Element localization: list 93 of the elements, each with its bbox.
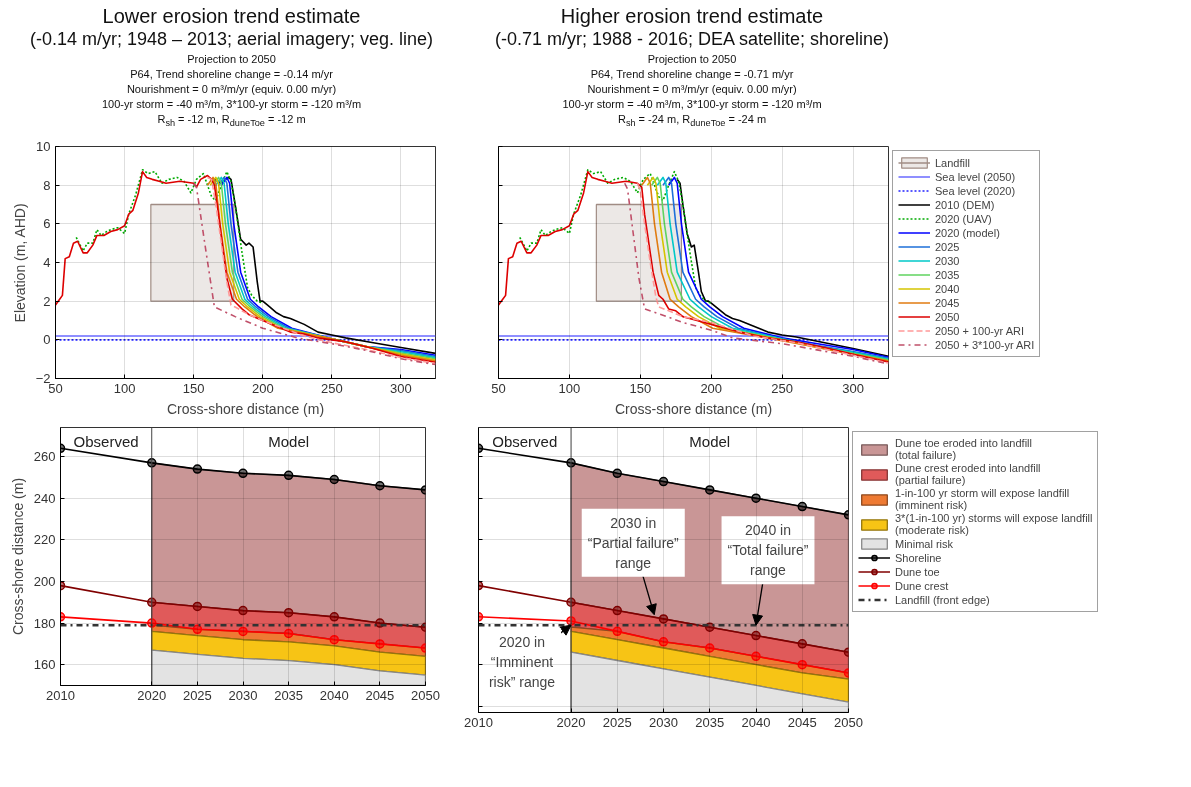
x-tick-label: 100 — [113, 380, 136, 396]
legend-label: 2020 (model) — [935, 226, 1000, 239]
text: 100-yr storm = -40 m³/m, 3*100-yr storm = -120 m³/m — [100, 97, 363, 112]
legend-label: Sea level (2020) — [935, 184, 1016, 197]
x-tick-label: 2020 — [556, 714, 586, 730]
legend-label: Landfill (front edge) — [895, 593, 990, 606]
x-tick-label: 2020 — [137, 687, 167, 703]
legend-label: 2020 (UAV) — [935, 212, 992, 225]
line-series — [55, 170, 436, 364]
annotation: 2030 in “Partial failure” range — [587, 514, 680, 571]
x-tick-label: 2010 — [464, 714, 493, 730]
x-tick-label: 300 — [390, 380, 412, 396]
line-series — [75, 168, 264, 304]
annotation: 2040 in “Total failure” range — [727, 522, 809, 579]
x-tick-label: 2040 — [319, 687, 349, 703]
chart-subtitle: (-0.71 m/yr; 1988 - 2016; DEA satellite; shoreline) — [493, 28, 891, 50]
y-tick-label: 180 — [33, 615, 56, 631]
x-tick-label: 2050 — [834, 714, 863, 730]
x-tick-label: 50 — [491, 380, 506, 396]
annotation: Model — [689, 433, 731, 450]
y-tick-label: 0 — [43, 332, 51, 348]
x-tick-label: 50 — [48, 380, 63, 396]
x-tick-label: 2030 — [649, 714, 678, 730]
legend-label: 3*(1-in-100 yr) storms will expose landfill (moderate risk) — [895, 512, 1093, 536]
legend-label: Shoreline — [895, 551, 942, 564]
legend-label: Minimal risk — [895, 537, 954, 550]
x-tick-label: 2045 — [365, 687, 395, 703]
legend-label: Dune crest — [895, 579, 949, 592]
x-tick-label: 150 — [629, 380, 652, 396]
y-tick-label: 2 — [43, 293, 51, 309]
chart-title: Lower erosion trend estimate — [101, 5, 362, 28]
legend-label: Dune toe eroded into landfill (total failure) — [895, 437, 1032, 461]
y-tick-label: 160 — [33, 657, 56, 673]
annotation: 2020 in “Imminent risk” range — [488, 634, 556, 691]
x-tick-label: 200 — [251, 380, 274, 396]
x-tick-label: 250 — [771, 380, 793, 396]
y-axis-title: Cross-shore distance (m) — [9, 477, 26, 636]
x-tick-label: 2025 — [602, 714, 632, 730]
y-axis-title: Elevation (m, AHD) — [11, 203, 28, 323]
x-tick-label: 250 — [321, 380, 343, 396]
legend-label: 2050 — [935, 310, 960, 323]
x-tick-label: 200 — [700, 380, 723, 396]
chart-subtitle: (-0.14 m/yr; 1948 – 2013; aerial imagery; veg. line) — [28, 28, 435, 50]
legend-label: Dune crest eroded into landfill (partial failure) — [895, 462, 1041, 486]
y-tick-label: 10 — [36, 139, 51, 154]
legend-label: 2045 — [935, 296, 960, 309]
x-tick-label: 300 — [842, 380, 864, 396]
text: R$_{sh}$ = -12 m, R$_{duneToe}$ = -12 m — [156, 112, 307, 131]
annotation: Model — [268, 433, 310, 450]
x-axis-title: Cross-shore distance (m) — [614, 400, 773, 417]
annotation: Observed — [73, 433, 139, 450]
y-tick-label: 260 — [33, 449, 56, 465]
text: Projection to 2050 — [186, 52, 277, 67]
x-axis-title: Cross-shore distance (m) — [166, 400, 325, 417]
legend-label: 2030 — [935, 254, 960, 267]
y-tick-label: 4 — [43, 255, 51, 270]
y-tick-label: 6 — [43, 216, 51, 232]
x-tick-label: 150 — [182, 380, 205, 396]
x-tick-label: 2010 — [46, 687, 75, 703]
text: P64, Trend shoreline change = -0.71 m/yr — [589, 67, 795, 82]
legend-label: 2040 — [935, 282, 960, 295]
legend-label: 2050 + 100-yr ARI — [935, 324, 1024, 337]
text: Nourishment = 0 m³/m/yr (equiv. 0.00 m/yr) — [586, 82, 798, 97]
x-tick-label: 2045 — [787, 714, 817, 730]
x-tick-label: 2035 — [695, 714, 725, 730]
point — [238, 626, 248, 637]
x-tick-label: 2025 — [182, 687, 212, 703]
y-tick-label: 220 — [33, 532, 56, 548]
x-tick-label: 2035 — [274, 687, 304, 703]
y-tick-label: 8 — [43, 177, 51, 193]
chart-title: Higher erosion trend estimate — [559, 5, 825, 28]
text: Nourishment = 0 m³/m/yr (equiv. 0.00 m/yr) — [125, 82, 338, 97]
legend-label: 2010 (DEM) — [935, 198, 995, 211]
y-tick-label: 240 — [33, 490, 56, 506]
legend-label: 2035 — [935, 268, 960, 281]
legend-label: Dune toe — [895, 565, 940, 578]
x-tick-label: 2050 — [411, 687, 440, 703]
point — [375, 639, 385, 649]
point — [238, 605, 248, 616]
legend-label: 2050 + 3*100-yr ARI — [935, 338, 1035, 351]
text: Projection to 2050 — [646, 52, 738, 67]
legend-label: Landfill — [935, 156, 970, 169]
x-tick-label: 100 — [558, 380, 581, 396]
y-tick-label: 200 — [33, 573, 56, 589]
text: 100-yr storm = -40 m³/m, 3*100-yr storm = -120 m³/m — [561, 97, 823, 112]
annotation: Observed — [492, 433, 558, 450]
x-tick-label: 2030 — [228, 687, 258, 703]
legend-label: 1-in-100 yr storm will expose landfill (imminent risk) — [895, 487, 1070, 511]
legend-label: Sea level (2050) — [935, 170, 1016, 183]
x-tick-label: 2040 — [741, 714, 771, 730]
text: R$_{sh}$ = -24 m, R$_{duneToe}$ = -24 m — [616, 112, 768, 131]
legend-label: 2025 — [935, 240, 960, 253]
text: P64, Trend shoreline change = -0.14 m/yr — [129, 67, 334, 82]
